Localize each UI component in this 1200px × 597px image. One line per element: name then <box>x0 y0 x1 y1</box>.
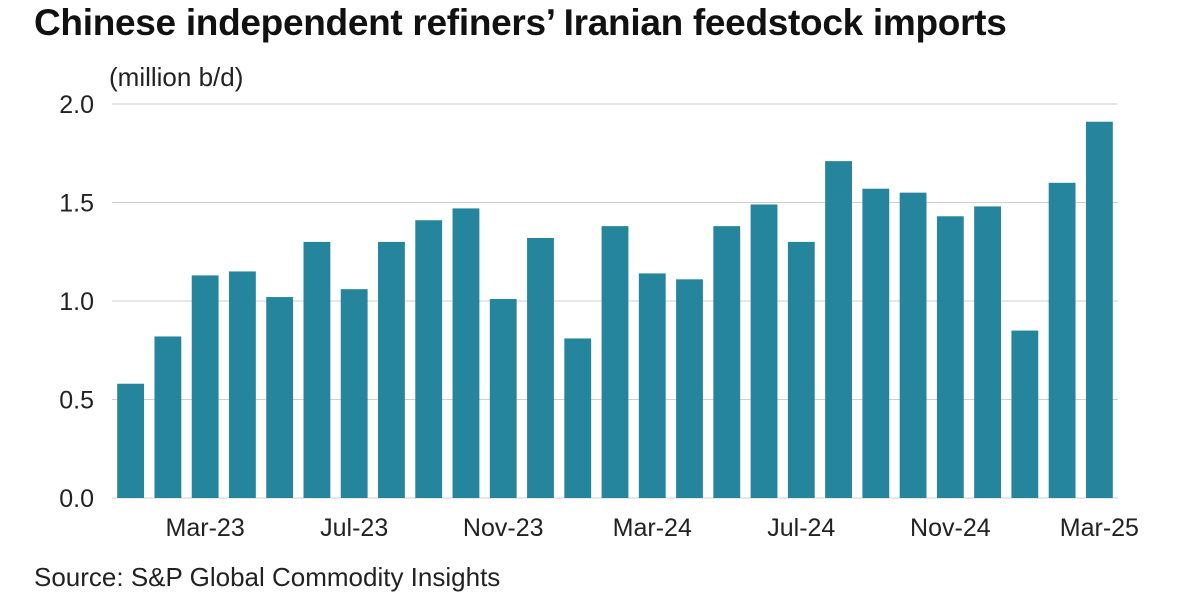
y-axis-tick-labels: 0.0 0.5 1.0 1.5 2.0 <box>59 91 94 513</box>
bar-aug-23 <box>378 241 405 498</box>
bar-jul-24 <box>787 241 815 498</box>
bar-nov-24 <box>936 216 964 499</box>
source-note: Source: S&P Global Commodity Insights <box>34 562 501 592</box>
bar-jun-23 <box>303 241 331 498</box>
bar-may-23 <box>266 297 294 498</box>
x-tick-label: Mar-24 <box>613 514 692 542</box>
bar-sep-23 <box>415 220 443 499</box>
x-tick-label: Nov-24 <box>910 514 991 542</box>
bar-may-24 <box>713 226 741 498</box>
bar-feb-23 <box>154 336 182 498</box>
bar-mar-24 <box>638 273 666 498</box>
bar-aug-24 <box>825 161 852 498</box>
bar-sep-24 <box>862 188 890 498</box>
bar-dec-24 <box>974 206 1002 498</box>
bar-jan-23 <box>117 383 145 498</box>
bar-apr-24 <box>676 279 703 498</box>
bar-mar-23 <box>191 275 219 498</box>
bar-dec-23 <box>527 237 554 498</box>
x-tick-label: Nov-23 <box>463 514 544 542</box>
y-tick-label: 1.5 <box>59 190 94 218</box>
x-tick-label: Mar-23 <box>166 514 245 542</box>
bar-oct-23 <box>452 208 480 498</box>
bar-jun-24 <box>750 204 778 498</box>
chart-title: Chinese independent refiners’ Iranian fe… <box>34 2 1007 43</box>
x-axis-tick-labels: Mar-23 Jul-23 Nov-23 Mar-24 Jul-24 Nov-24 Mar-… <box>166 514 1139 542</box>
bar-feb-25 <box>1048 182 1076 499</box>
bar-feb-24 <box>601 226 629 498</box>
y-tick-label: 0.0 <box>59 485 94 513</box>
bar-jul-23 <box>340 289 368 498</box>
y-tick-label: 0.5 <box>59 387 94 415</box>
bar-jan-25 <box>1011 330 1039 498</box>
bar-oct-24 <box>899 192 927 498</box>
x-tick-label: Mar-25 <box>1060 514 1139 542</box>
y-tick-label: 1.0 <box>59 288 94 316</box>
y-tick-label: 2.0 <box>59 91 94 119</box>
bar-apr-23 <box>228 271 256 498</box>
x-tick-label: Jul-24 <box>767 514 835 542</box>
bar-nov-23 <box>489 299 517 498</box>
bars <box>117 121 1113 499</box>
bar-jan-24 <box>564 338 592 498</box>
unit-label: (million b/d) <box>109 62 244 92</box>
bar-mar-25 <box>1085 121 1113 498</box>
x-tick-label: Jul-23 <box>320 514 388 542</box>
